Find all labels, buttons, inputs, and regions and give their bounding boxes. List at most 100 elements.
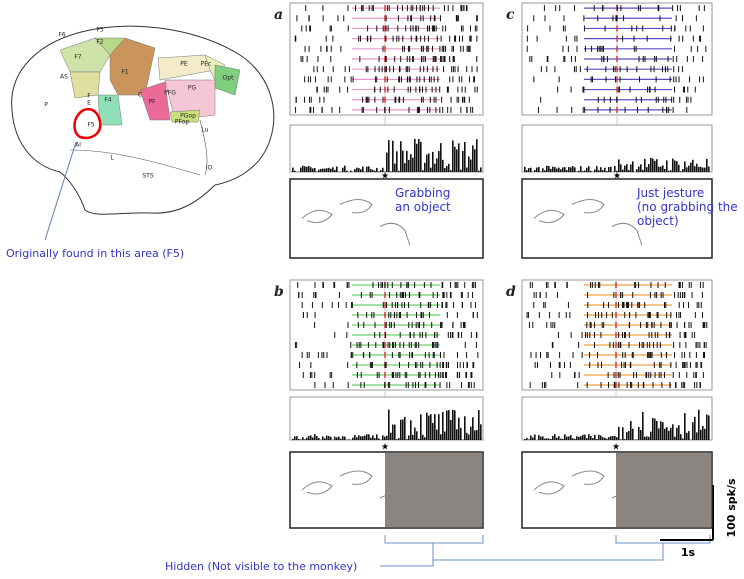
hist-bar [416, 431, 418, 440]
hist-bar [524, 166, 526, 172]
hist-bar [658, 428, 660, 440]
hist-bar [368, 166, 370, 172]
hist-bar [686, 432, 688, 440]
hist-bar [336, 166, 338, 172]
hist-bar [412, 434, 414, 440]
hist-bar [378, 171, 380, 172]
hist-bar [382, 435, 384, 440]
hist-bar [330, 436, 332, 440]
brain-label: F4 [104, 97, 111, 104]
hist-bar [654, 160, 656, 172]
hist-bar [664, 428, 666, 440]
hist-bar [676, 161, 678, 172]
hist-bar [534, 170, 536, 172]
hist-bar [306, 437, 308, 440]
hist-bar [660, 421, 662, 440]
hist-bar [388, 409, 390, 440]
hist-bar [608, 167, 610, 172]
hist-bar [376, 167, 378, 172]
caption: Grabbing [395, 186, 450, 200]
hist-bar [460, 427, 462, 440]
hist-bar [572, 166, 574, 172]
hist-bar [336, 437, 338, 440]
hist-bar [386, 152, 388, 172]
hist-bar [696, 432, 698, 440]
hist-bar [312, 437, 314, 440]
hist-bar [318, 169, 320, 172]
hist-bar [560, 169, 562, 172]
hist-bar [446, 166, 448, 172]
hist-bar [364, 435, 366, 440]
hist-bar [378, 438, 380, 440]
hist-bar [430, 414, 432, 440]
panel-letter: c [506, 7, 515, 23]
hist-bar [684, 413, 686, 440]
hist-bar [598, 434, 600, 440]
hist-bar [548, 166, 550, 172]
hist-bar [310, 435, 312, 440]
hist-bar [346, 170, 348, 172]
hist-bar [308, 165, 310, 172]
hist-bar [470, 159, 472, 172]
star: ★ [381, 172, 389, 182]
hist-bar [292, 438, 294, 440]
hist-bar [608, 437, 610, 440]
hist-bar [666, 160, 668, 172]
brain-label: L [110, 155, 114, 162]
hist-bar [328, 436, 330, 440]
hist-bar [632, 428, 634, 440]
hist-bar [334, 169, 336, 172]
hist-bar [606, 438, 608, 440]
hist-bar [390, 171, 392, 172]
brain [11, 25, 275, 215]
caption: object) [637, 214, 679, 228]
hist-bar [548, 438, 550, 440]
hist-bar [646, 436, 648, 440]
hist-bar [678, 164, 680, 172]
brain-label: PEc [201, 61, 212, 68]
hist-bar [466, 167, 468, 172]
hist-bar [656, 420, 658, 440]
hist-bar [454, 146, 456, 172]
hist-bar [618, 159, 620, 172]
hist-bar [476, 430, 478, 440]
hist-bar [374, 438, 376, 440]
hist-bar [704, 167, 706, 172]
hist-box [521, 396, 713, 441]
panel-letter: d [506, 284, 516, 300]
brain-label: F7 [74, 54, 81, 61]
hist-bar [320, 168, 322, 172]
hist-bar [304, 166, 306, 172]
hist-bar [474, 149, 476, 172]
hist-bar [330, 168, 332, 172]
brain-label: PFG [164, 90, 176, 97]
hist-bar [658, 166, 660, 172]
hist-bar [674, 160, 676, 172]
hist-bar [606, 170, 608, 172]
hist-bar [456, 149, 458, 172]
hist-bar [596, 166, 598, 172]
hist-bar [362, 436, 364, 440]
hist-bar [468, 434, 470, 440]
hist-bar [458, 417, 460, 440]
brain-label: IO [206, 165, 213, 172]
stimulus-box [289, 178, 484, 259]
hist-bar [428, 415, 430, 440]
hist-bar [562, 167, 564, 172]
hist-bar [398, 170, 400, 172]
hist-bar [344, 165, 346, 172]
hist-bar [678, 425, 680, 440]
hist-bar [580, 166, 582, 172]
hist-bar [636, 169, 638, 172]
hidden-note: Hidden (Not visible to the monkey) [165, 560, 357, 573]
hist-bar [700, 166, 702, 172]
hist-bar [662, 422, 664, 440]
hist-bar [568, 436, 570, 440]
hist-bar [576, 436, 578, 440]
hist-bar [528, 439, 530, 440]
hist-bar [652, 158, 654, 172]
hist-bar [356, 437, 358, 440]
hist-bar [404, 416, 406, 440]
hist-bar [558, 167, 560, 172]
